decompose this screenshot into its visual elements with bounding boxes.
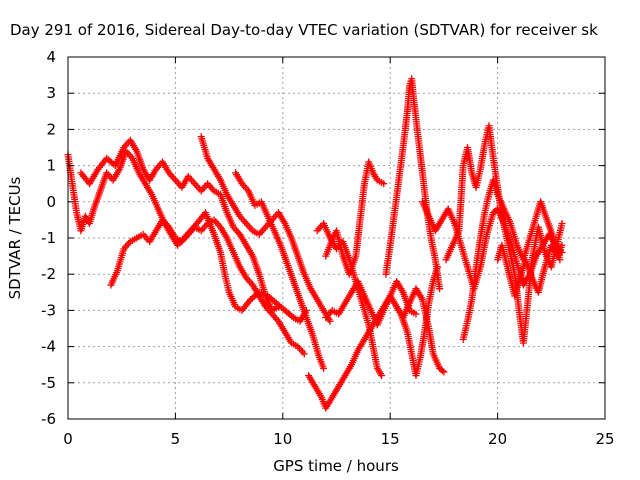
data-point	[433, 263, 441, 271]
y-tick-label: 0	[46, 193, 56, 211]
x-tick-label: 25	[595, 430, 614, 448]
data-point	[438, 367, 446, 375]
y-tick-label: -2	[41, 265, 56, 283]
data-point	[558, 241, 566, 249]
x-tick-label: 5	[171, 430, 181, 448]
y-tick-label: 4	[46, 48, 56, 66]
chart-title: Day 291 of 2016, Sidereal Day-to-day VTE…	[10, 21, 598, 39]
y-axis-label: SDTVAR / TECUs	[6, 176, 24, 299]
y-tick-label: 1	[46, 157, 56, 175]
x-tick-label: 10	[273, 430, 292, 448]
data-point	[300, 350, 308, 358]
data-point	[558, 220, 566, 228]
data-point	[326, 317, 334, 325]
x-axis-label: GPS time / hours	[273, 457, 399, 475]
data-point	[556, 256, 564, 264]
data-points	[64, 75, 566, 412]
y-tick-label: -1	[41, 229, 56, 247]
data-point	[320, 364, 328, 372]
x-tick-label: 15	[381, 430, 400, 448]
y-tick-label: -5	[41, 374, 56, 392]
y-tick-label: -3	[41, 301, 56, 319]
data-point	[378, 372, 386, 380]
y-tick-label: -6	[41, 410, 56, 428]
data-point	[440, 368, 448, 376]
data-point	[436, 285, 444, 293]
ticks-layer: 0 5 10 15 20 25 -6 -5 -4 -3 -2 -1 0 1 2 3 4	[41, 48, 615, 448]
data-point	[380, 180, 388, 188]
data-point	[412, 310, 420, 318]
x-tick-label: 0	[63, 430, 73, 448]
y-tick-label: -4	[41, 338, 56, 356]
y-tick-label: 3	[46, 84, 56, 102]
x-tick-label: 20	[488, 430, 507, 448]
y-tick-label: 2	[46, 120, 56, 138]
data-point	[275, 303, 283, 311]
